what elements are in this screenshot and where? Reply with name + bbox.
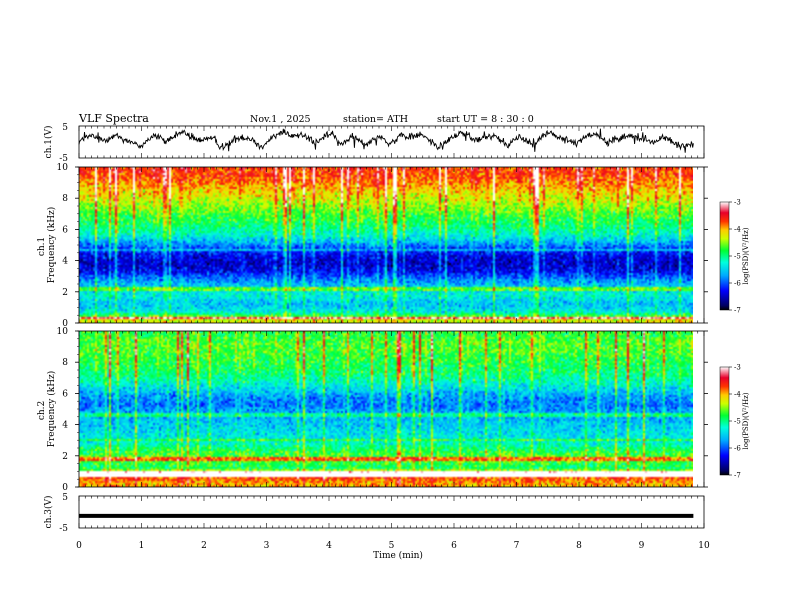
station-label: station= ATH [343, 114, 408, 125]
ch2-spectrogram-ylabel: ch.2 Frequency (kHz) [37, 371, 57, 448]
spectrogram-ytick-label: 8 [62, 194, 68, 204]
ch2-spectrogram-image [79, 331, 693, 487]
colorbar-tick-label: -6 [734, 445, 741, 453]
spectrogram-ytick-label: 10 [57, 327, 69, 337]
spectrogram-ytick-label: 4 [62, 421, 68, 431]
colorbar-tick-label: -7 [734, 307, 741, 315]
time-tick-label: 9 [639, 541, 645, 551]
time-tick-label: 0 [76, 541, 82, 551]
colorbar-title: log(PSD)(V²/Hz) [742, 227, 750, 284]
ch3-ytick-bottom: -5 [59, 524, 68, 534]
ch3-waveform-panel: 5 -5 ch.3(V) [43, 493, 705, 534]
ch1-spectrogram-image [79, 167, 693, 323]
colorbar-title: log(PSD)(V²/Hz) [742, 392, 750, 449]
time-tick-label: 5 [389, 541, 395, 551]
date-label: Nov.1 , 2025 [250, 114, 311, 125]
ch1-ytick-top: 5 [62, 123, 68, 133]
spectrogram-ytick-label: 0 [62, 319, 68, 329]
colorbar-tick-label: -5 [734, 418, 741, 426]
spectrogram-ytick-label: 6 [62, 225, 68, 235]
colorbar-gradient [719, 201, 730, 311]
spectrogram-ytick-label: 4 [62, 257, 68, 267]
ch3-waveform-ylabel: ch.3(V) [43, 496, 54, 529]
ch1-spectrogram-panel: 0 2 4 6 8 10 ch.1 Frequency (kHz) [37, 163, 708, 329]
spectrogram-ytick-label: 10 [57, 163, 69, 173]
spectrogram-ytick-label: 0 [62, 483, 68, 493]
start-time-label: start UT = 8 : 30 : 0 [437, 114, 534, 125]
ch1-waveform-line [78, 128, 694, 153]
ch3-ytick-top: 5 [62, 493, 68, 503]
time-axis: 0 1 2 3 4 5 6 7 8 9 10 [76, 126, 710, 551]
colorbar-tick-label: -5 [734, 253, 741, 261]
time-tick-label: 8 [576, 541, 582, 551]
time-tick-label: 1 [139, 541, 145, 551]
spectrogram-ytick-label: 2 [62, 288, 68, 298]
ch1-spectrogram-ylabel: ch.1 Frequency (kHz) [37, 207, 57, 284]
spectrogram-ytick-label: 8 [62, 358, 68, 368]
ch1-ytick-bottom: -5 [59, 154, 68, 164]
colorbar-gradient [719, 366, 730, 476]
colorbar-tick-label: -3 [734, 199, 741, 207]
colorbar-tick-label: -3 [734, 364, 741, 372]
time-axis-label: Time (min) [373, 550, 423, 561]
figure-title: VLF Spectra [78, 112, 149, 125]
ch1-waveform-ylabel: ch.1(V) [43, 126, 54, 159]
time-tick-label: 7 [514, 541, 520, 551]
colorbar-tick-label: -4 [734, 391, 741, 399]
colorbar-tick-label: -6 [734, 280, 741, 288]
colorbar-tick-label: -7 [734, 472, 741, 480]
ch1-waveform-panel: 5 -5 ch.1(V) [43, 123, 705, 164]
colorbar-tick-label: -4 [734, 226, 741, 234]
ch2-spectrogram-panel: 0 2 4 6 8 10 ch.2 Frequency (kHz) [37, 327, 708, 493]
time-tick-label: 4 [326, 541, 332, 551]
time-tick-label: 3 [264, 541, 270, 551]
time-tick-label: 10 [698, 541, 710, 551]
time-tick-label: 6 [451, 541, 457, 551]
spectrogram-ytick-label: 2 [62, 452, 68, 462]
ch2-colorbar: -3 -4 -5 -6 -7 log(PSD)(V²/Hz) [719, 364, 750, 480]
ch1-colorbar: -3 -4 -5 -6 -7 log(PSD)(V²/Hz) [719, 199, 750, 315]
time-tick-label: 2 [201, 541, 207, 551]
spectrogram-ytick-label: 6 [62, 389, 68, 399]
